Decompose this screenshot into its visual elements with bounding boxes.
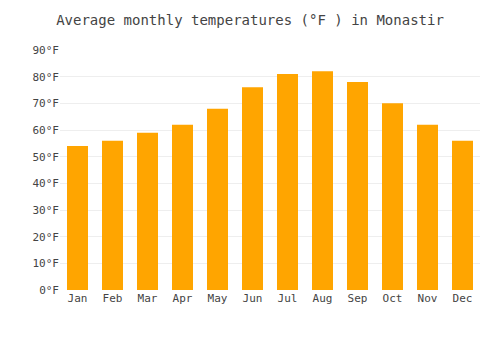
svg-text:Average monthly temperatures (: Average monthly temperatures (°F ) in Mo…: [56, 12, 444, 28]
svg-text:May: May: [208, 292, 228, 305]
svg-text:Apr: Apr: [173, 292, 193, 305]
svg-text:Mar: Mar: [138, 292, 158, 305]
svg-text:30°F: 30°F: [33, 204, 60, 217]
svg-text:40°F: 40°F: [33, 177, 60, 190]
svg-text:Nov: Nov: [418, 292, 438, 305]
svg-text:Dec: Dec: [453, 292, 473, 305]
svg-text:0°F: 0°F: [39, 284, 59, 297]
svg-text:10°F: 10°F: [33, 257, 60, 270]
svg-text:Jun: Jun: [243, 292, 263, 305]
svg-text:Feb: Feb: [103, 292, 123, 305]
svg-text:60°F: 60°F: [33, 124, 60, 137]
svg-text:Jan: Jan: [68, 292, 88, 305]
svg-text:Aug: Aug: [313, 292, 333, 305]
svg-text:90°F: 90°F: [33, 44, 60, 57]
svg-text:50°F: 50°F: [33, 151, 60, 164]
svg-text:Sep: Sep: [348, 292, 368, 305]
svg-text:Jul: Jul: [278, 292, 298, 305]
svg-text:70°F: 70°F: [33, 97, 60, 110]
svg-text:Oct: Oct: [383, 292, 403, 305]
svg-text:80°F: 80°F: [33, 71, 60, 84]
svg-text:20°F: 20°F: [33, 231, 60, 244]
